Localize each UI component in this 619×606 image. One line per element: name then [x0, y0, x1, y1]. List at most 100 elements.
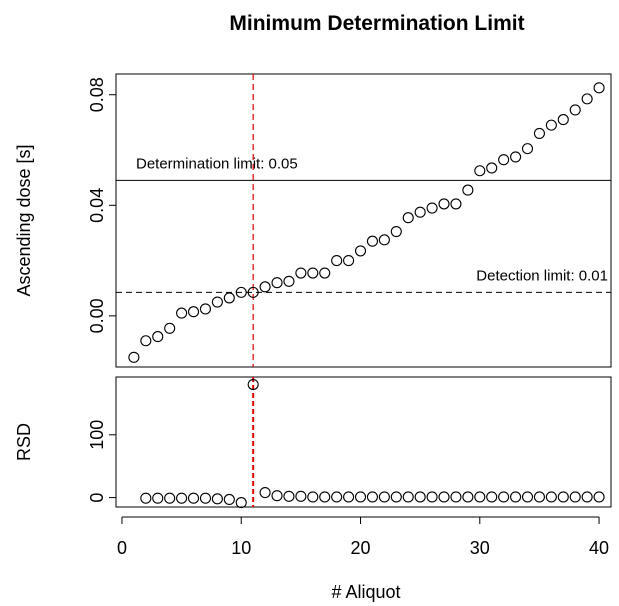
dose-data-point	[164, 322, 176, 334]
x-tick-label: 30	[470, 538, 490, 558]
rsd-data-point	[331, 491, 343, 503]
rsd-data-point	[426, 491, 438, 503]
rsd-points	[140, 378, 605, 509]
rsd-data-point	[593, 491, 605, 503]
dose-data-point	[128, 351, 140, 363]
dose-data-point	[569, 104, 581, 116]
dose-data-point	[271, 277, 283, 289]
rsd-data-point	[259, 487, 271, 499]
dose-data-point	[414, 206, 426, 218]
rsd-data-point	[271, 490, 283, 502]
dose-data-point	[247, 286, 259, 298]
rsd-y-axis-label: RSD	[14, 423, 34, 461]
determination-limit-label: Determination limit: 0.05	[136, 155, 298, 172]
rsd-y-tick-label: 0	[87, 493, 107, 503]
dose-data-point	[474, 165, 486, 177]
rsd-data-point	[187, 492, 200, 504]
rsd-data-point	[235, 497, 247, 509]
rsd-data-point	[569, 491, 581, 503]
rsd-data-point	[402, 491, 414, 503]
rsd-data-point	[390, 491, 402, 503]
dose-data-point	[235, 286, 247, 298]
rsd-data-point	[140, 492, 152, 504]
rsd-data-point	[498, 491, 510, 503]
rsd-data-point	[533, 491, 545, 503]
rsd-data-point	[462, 491, 474, 503]
rsd-data-point	[247, 378, 259, 391]
rsd-data-point	[211, 493, 223, 505]
dose-data-point	[402, 212, 414, 224]
dose-data-point	[438, 198, 450, 210]
rsd-data-point	[581, 491, 593, 503]
dose-data-point	[354, 245, 367, 257]
dose-data-point	[223, 292, 235, 304]
dose-y-tick-label: 0.04	[87, 188, 107, 223]
dose-data-point	[557, 114, 569, 126]
dose-data-point	[295, 267, 307, 279]
dose-data-point	[307, 267, 319, 279]
dose-y-tick-label: 0.08	[87, 77, 107, 112]
dose-y-axis-label: Ascending dose [s]	[14, 144, 34, 296]
dose-data-point	[187, 306, 200, 318]
dose-data-point	[593, 82, 605, 94]
rsd-data-point	[521, 491, 534, 503]
dose-data-point	[486, 162, 498, 174]
chart-title: Minimum Determination Limit	[229, 12, 524, 35]
rsd-data-point	[199, 492, 212, 504]
rsd-data-point	[223, 493, 235, 506]
dose-data-point	[378, 234, 390, 246]
rsd-data-point	[366, 491, 378, 503]
dose-data-point	[545, 119, 557, 131]
rsd-data-point	[343, 491, 355, 503]
rsd-data-point	[152, 492, 164, 504]
rsd-data-point	[450, 491, 462, 503]
rsd-data-point	[545, 491, 557, 503]
rsd-data-point	[164, 492, 176, 504]
rsd-y-tick-label: 100	[87, 420, 107, 450]
x-tick-label: 0	[117, 538, 127, 558]
rsd-y-axis: 0 100	[87, 420, 116, 503]
limit-lines: Determination limit: 0.05 Detection limit…	[116, 155, 611, 293]
dose-data-point	[390, 226, 402, 238]
dose-points	[128, 82, 605, 363]
dose-data-point	[211, 296, 223, 308]
dose-data-point	[533, 127, 545, 139]
dose-data-point	[199, 303, 212, 315]
dose-panel-frame	[115, 73, 612, 368]
rsd-data-point	[414, 491, 426, 503]
dose-data-point	[581, 93, 593, 105]
dose-data-point	[366, 235, 378, 247]
dose-data-point	[319, 267, 331, 279]
rsd-data-point	[474, 491, 486, 503]
rsd-data-point	[319, 491, 331, 503]
dose-data-point	[283, 275, 295, 287]
dose-data-point	[152, 331, 164, 343]
rsd-data-point	[378, 491, 390, 503]
rsd-data-point	[486, 491, 498, 503]
dose-data-point	[462, 184, 474, 196]
rsd-data-point	[283, 490, 295, 502]
rsd-data-point	[176, 492, 188, 504]
dose-data-point	[498, 154, 510, 166]
rsd-panel: 0 100 RSD	[14, 376, 612, 509]
dose-panel: 0.00 0.04 0.08 Ascending dose [s] Determin…	[14, 73, 612, 368]
rsd-data-point	[354, 491, 367, 503]
x-axis: 0 10 20 30 40	[117, 516, 609, 558]
rsd-data-point	[295, 490, 307, 502]
dose-data-point	[140, 335, 152, 347]
dose-data-point	[176, 307, 188, 319]
dose-y-tick-label: 0.00	[87, 298, 107, 333]
dose-data-point	[331, 255, 343, 267]
rsd-data-point	[510, 491, 522, 503]
x-axis-label: # Aliquot	[331, 582, 400, 602]
detection-limit-label: Detection limit: 0.01	[476, 267, 608, 284]
dose-y-axis: 0.00 0.04 0.08	[87, 77, 116, 333]
dose-data-point	[521, 143, 534, 155]
rsd-panel-frame	[115, 376, 612, 508]
rsd-data-point	[307, 491, 319, 503]
x-tick-label: 40	[589, 538, 609, 558]
dose-data-point	[450, 198, 462, 210]
rsd-data-point	[557, 491, 569, 503]
dose-data-point	[343, 255, 355, 267]
